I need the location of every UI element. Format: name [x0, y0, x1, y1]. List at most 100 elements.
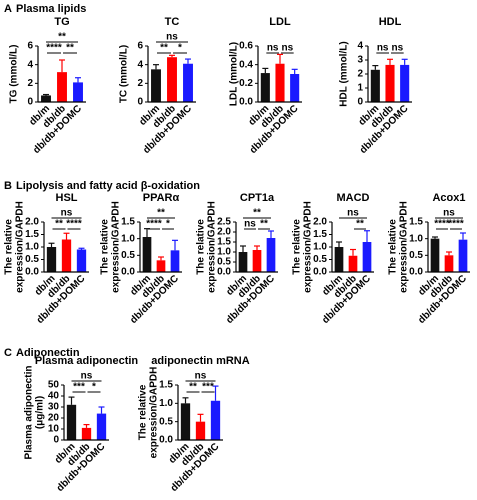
y-axis-label: expression/GAPDH: [15, 201, 26, 293]
error-bar: [43, 93, 49, 96]
error-bar: [401, 58, 408, 65]
y-axis-label: The relative: [4, 219, 15, 275]
y-axis-label: The relative: [196, 219, 207, 275]
error-bar: [153, 64, 159, 70]
error-bar: [262, 67, 269, 74]
significance-label: ns: [377, 43, 389, 54]
error-bar: [254, 245, 260, 250]
y-tick-label: 0.5: [25, 254, 39, 265]
error-bar: [182, 397, 189, 404]
y-tick-label: 2: [137, 78, 143, 89]
y-tick-label: 2: [27, 78, 33, 89]
chart-title: CPT1a: [240, 192, 275, 204]
bar: [458, 239, 468, 272]
y-tick-label: 20: [48, 413, 60, 424]
bar: [170, 250, 180, 272]
y-tick-label: 2: [357, 69, 363, 80]
error-bar: [158, 256, 164, 261]
y-tick-label: 0.0: [217, 267, 231, 278]
bar: [444, 255, 454, 272]
significance-label: ns: [81, 371, 93, 382]
significance-label: ns: [61, 208, 73, 219]
error-bar: [446, 251, 452, 256]
bar: [180, 403, 191, 440]
significance-label: ****: [434, 219, 450, 230]
y-axis-label: expression/GAPDH: [399, 201, 410, 293]
error-bar: [172, 239, 178, 251]
error-bar: [460, 232, 466, 240]
chart-title: adiponectin mRNA: [151, 355, 249, 367]
chart-title: Acox1: [432, 192, 465, 204]
significance-label: **: [356, 219, 364, 230]
y-tick-label: 2.0: [25, 217, 39, 228]
significance-label: ns: [244, 219, 256, 230]
y-tick-label: 2.5: [217, 217, 231, 228]
y-tick-label: 0.0: [159, 435, 173, 446]
error-bar: [268, 230, 274, 238]
error-bar: [185, 58, 191, 64]
bar: [183, 63, 193, 102]
significance-label: ns: [443, 208, 455, 219]
error-bar: [75, 77, 81, 83]
section-title: Adiponectin: [16, 347, 80, 359]
y-axis-label: HDL (mmol/L): [339, 41, 350, 106]
section-title: Lipolysis and fatty acid β-oxidation: [16, 180, 200, 192]
error-bar: [59, 59, 65, 73]
y-axis-label: The relative: [138, 384, 149, 440]
significance-label: *: [92, 382, 96, 393]
bar: [46, 247, 57, 272]
y-tick-label: 0.0: [25, 267, 39, 278]
y-axis-label: TC (mmol/L): [119, 45, 130, 103]
error-bar: [212, 385, 219, 401]
y-tick-label: 4: [27, 59, 33, 70]
significance-label: **: [253, 208, 261, 219]
error-bar: [291, 68, 298, 74]
y-tick-label: 1.5: [409, 217, 423, 228]
y-tick-label: 0.6: [239, 41, 253, 52]
y-tick-label: 1.0: [217, 247, 231, 258]
section-letter: B: [4, 180, 12, 192]
bar: [362, 242, 372, 272]
y-axis-label: (μg/ml): [35, 396, 46, 429]
y-tick-label: 10: [48, 424, 60, 435]
significance-label: ns: [166, 32, 178, 43]
error-bar: [387, 58, 393, 65]
error-bar: [169, 54, 175, 58]
y-axis-label: TG (mmol/L): [9, 45, 20, 104]
bar: [238, 252, 248, 272]
error-bar: [83, 424, 90, 428]
bar: [210, 400, 221, 440]
y-tick-label: 1.0: [159, 398, 173, 409]
bar: [430, 238, 440, 272]
error-bar: [48, 242, 55, 247]
y-axis-label: expression/GAPDH: [303, 201, 314, 293]
y-tick-label: 1.0: [25, 242, 39, 253]
y-tick-label: 2.0: [313, 217, 327, 228]
y-tick-label: 0.0: [409, 267, 423, 278]
error-bar: [364, 230, 370, 242]
y-tick-label: 1.5: [313, 229, 327, 240]
bar: [151, 69, 161, 102]
y-axis-label: Plasma adiponectin: [24, 366, 35, 460]
y-tick-label: 1.0: [409, 233, 423, 244]
significance-label: **: [160, 43, 168, 54]
y-axis-label: expression/GAPDH: [111, 201, 122, 293]
bar: [400, 64, 410, 102]
bar: [370, 69, 380, 102]
y-tick-label: 1.0: [313, 242, 327, 253]
chart-title: Plasma adiponectin: [35, 355, 139, 367]
chart-title: TC: [165, 16, 180, 28]
error-bar: [98, 406, 105, 414]
significance-label: ****: [146, 219, 162, 230]
chart-title: HDL: [379, 16, 402, 28]
bar: [260, 73, 270, 102]
significance-label: *: [166, 219, 170, 230]
y-tick-label: 0: [27, 97, 33, 108]
significance-label: ***: [73, 382, 85, 393]
chart-title: MACD: [337, 192, 370, 204]
y-tick-label: 4: [357, 41, 363, 52]
bar: [275, 63, 285, 102]
y-tick-label: 3: [357, 55, 363, 66]
y-tick-label: 1.0: [121, 233, 135, 244]
y-tick-label: 40: [48, 391, 60, 402]
